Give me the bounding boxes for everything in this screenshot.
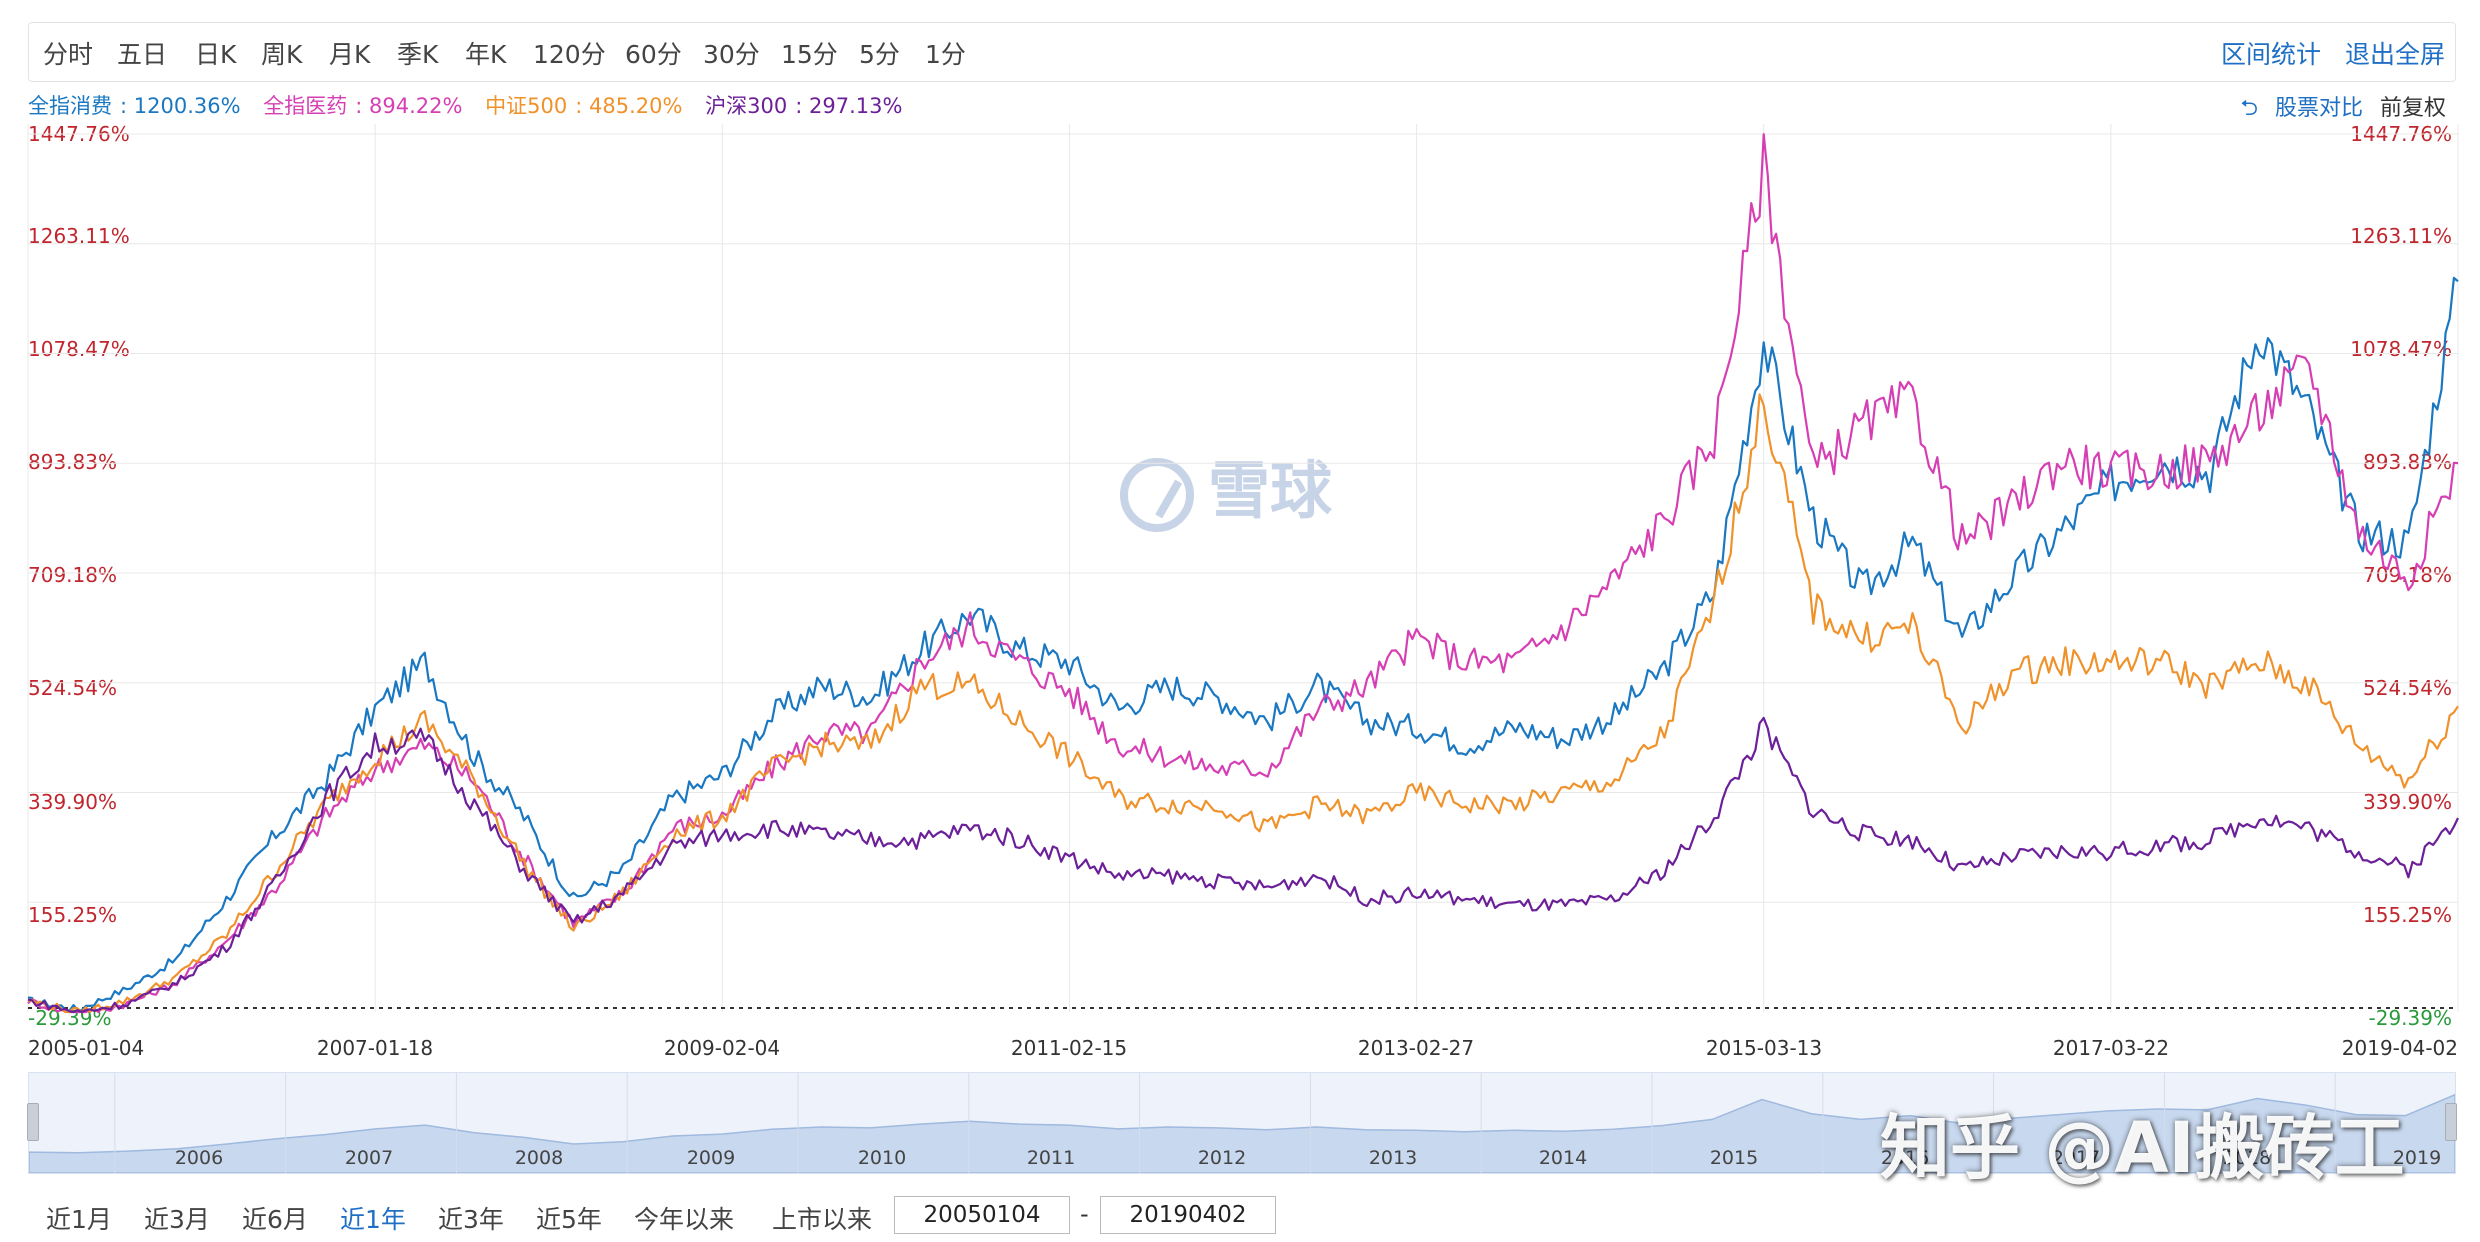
x-tick-label: 2007-01-18 [316, 1036, 434, 1060]
navigator-year: 2008 [514, 1147, 564, 1169]
period-tab-60min[interactable]: 60分 [625, 40, 682, 69]
period-tab-5min[interactable]: 5分 [859, 40, 900, 69]
navigator-area [29, 1073, 2455, 1173]
legend-name: 沪深300 [705, 94, 788, 118]
y-tick-label-right: 524.54% [2363, 676, 2452, 700]
undo-arrow-icon[interactable]: ⮌ [2240, 96, 2258, 121]
y-tick-label: 339.90% [28, 790, 117, 814]
range-stats-button[interactable]: 区间统计 [2220, 40, 2321, 69]
period-tab-30min[interactable]: 30分 [703, 40, 760, 69]
legend-name: 全指消费 [28, 94, 112, 118]
legend-item-csi300[interactable]: 沪深300: 297.13% [705, 94, 903, 118]
legend-item-csi500[interactable]: 中证500: 485.20% [485, 94, 683, 118]
x-tick-label: 2011-02-15 [1010, 1036, 1128, 1060]
range-3m[interactable]: 近3月 [144, 1205, 210, 1234]
period-tab-15min[interactable]: 15分 [781, 40, 838, 69]
exit-fullscreen-button[interactable]: 退出全屏 [2344, 40, 2445, 69]
legend-value: 297.13% [808, 94, 903, 118]
navigator-year: 2016 [1880, 1147, 1930, 1169]
x-tick-label: 2005-01-04 [28, 1036, 145, 1060]
period-tab-1min[interactable]: 1分 [925, 40, 966, 69]
legend-value: 1200.36% [133, 94, 241, 118]
period-tab-weekly[interactable]: 周K [261, 40, 303, 69]
navigator-series-area [29, 1093, 2455, 1173]
range-bar: 近1月 近3月 近6月 近1年 近3年 近5年 今年以来 上市以来 - [28, 1192, 2454, 1240]
range-ytd[interactable]: 今年以来 [634, 1205, 735, 1234]
legend-name: 中证500 [485, 94, 568, 118]
x-tick-label: 2013-02-27 [1357, 1036, 1475, 1060]
y-tick-label: 524.54% [28, 676, 117, 700]
y-tick-label-right: -29.39% [2368, 1006, 2452, 1030]
period-tab-5day[interactable]: 五日 [117, 40, 168, 69]
navigator-year: 2019 [2392, 1147, 2442, 1169]
watermark-text: 雪球 [1208, 454, 1333, 527]
legend-item-consumer[interactable]: 全指消费: 1200.36% [28, 94, 241, 118]
y-tick-label-right: 1078.47% [2350, 337, 2452, 361]
xueqiu-watermark: 雪球 [1120, 440, 1332, 532]
legend-value: 485.20% [589, 94, 683, 118]
navigator-year: 2007 [344, 1147, 394, 1169]
period-tab-daily[interactable]: 日K [195, 40, 237, 69]
range-since-listing[interactable]: 上市以来 [772, 1205, 873, 1234]
range-6m[interactable]: 近6月 [242, 1205, 308, 1234]
x-tick-label: 2019-04-02 [2341, 1036, 2458, 1060]
y-tick-label-right: 339.90% [2363, 790, 2452, 814]
date-separator: - [1080, 1200, 1089, 1228]
period-tab-quarterly[interactable]: 季K [397, 40, 439, 69]
legend-value: 894.22% [369, 94, 463, 118]
series-line-2 [27, 393, 2459, 1014]
x-tick-label: 2015-03-13 [1705, 1036, 1823, 1060]
price-adjust-selector[interactable]: 前复权 [2379, 96, 2446, 121]
navigator-year: 2006 [174, 1147, 224, 1169]
navigator-year: 2014 [1538, 1147, 1588, 1169]
navigator-left-handle[interactable] [27, 1103, 39, 1141]
x-tick-label: 2009-02-04 [663, 1036, 781, 1060]
series-line-3 [27, 716, 2459, 1014]
xueqiu-logo-icon [1120, 457, 1194, 532]
navigator-year: 2017 [2051, 1147, 2101, 1169]
legend-name: 全指医药 [263, 94, 348, 118]
chart-legend: 全指消费: 1200.36% 全指医药: 894.22% 中证500: 485.… [28, 90, 918, 120]
y-tick-label-right: 893.83% [2363, 450, 2452, 474]
stock-compare-button[interactable]: 股票对比 [2274, 96, 2363, 121]
period-tab-minute[interactable]: 分时 [43, 40, 94, 69]
navigator-year: 2018 [2222, 1147, 2272, 1169]
range-navigator[interactable]: 2006 2007 2008 2009 2010 2011 2012 2013 … [27, 1072, 2457, 1174]
range-5y[interactable]: 近5年 [536, 1205, 602, 1234]
chart-controls: ⮌ 股票对比 前复权 [2240, 90, 2446, 129]
period-tab-120min[interactable]: 120分 [533, 40, 606, 69]
zhihu-watermark: 知乎 @AI搬砖工 [1880, 1107, 2405, 1189]
legend-item-pharma[interactable]: 全指医药: 894.22% [263, 94, 463, 118]
navigator-year: 2010 [857, 1147, 907, 1169]
range-1y[interactable]: 近1年 [340, 1205, 406, 1234]
start-date-input[interactable] [894, 1196, 1070, 1234]
y-tick-label-right: 155.25% [2363, 903, 2452, 927]
y-tick-label: 1078.47% [28, 337, 130, 361]
y-tick-label: 709.18% [28, 563, 117, 587]
series-line-1 [27, 133, 2459, 1014]
period-tab-monthly[interactable]: 月K [329, 40, 371, 69]
navigator-year: 2009 [686, 1147, 736, 1169]
navigator-year: 2012 [1197, 1147, 1247, 1169]
series-line-0 [27, 276, 2459, 1013]
y-tick-label: 893.83% [28, 450, 117, 474]
navigator-year: 2011 [1026, 1147, 1076, 1169]
range-3y[interactable]: 近3年 [438, 1205, 504, 1234]
x-tick-label: 2017-03-22 [2052, 1036, 2170, 1060]
end-date-input[interactable] [1100, 1196, 1276, 1234]
period-tab-yearly[interactable]: 年K [465, 40, 507, 69]
range-1m[interactable]: 近1月 [46, 1205, 112, 1234]
y-tick-label: 155.25% [28, 903, 117, 927]
navigator-year: 2013 [1368, 1147, 1418, 1169]
navigator-year: 2015 [1709, 1147, 1759, 1169]
period-toolbar: 分时 五日 日K 周K 月K 季K 年K 120分 60分 30分 15分 5分… [28, 22, 2456, 82]
navigator-right-handle[interactable] [2445, 1103, 2457, 1141]
y-tick-label-right: 709.18% [2363, 563, 2452, 587]
